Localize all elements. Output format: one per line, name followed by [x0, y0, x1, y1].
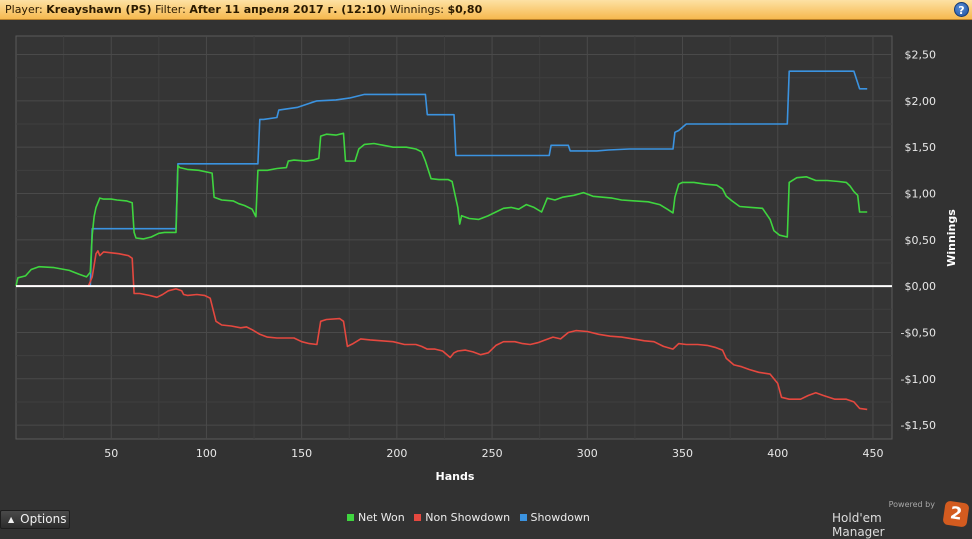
x-tick-label: 100: [196, 447, 217, 460]
legend-item-non-showdown[interactable]: Non Showdown: [414, 511, 510, 524]
options-button[interactable]: ▲ Options: [0, 510, 70, 529]
legend-swatch-showdown: [519, 514, 527, 521]
legend-label-showdown: Showdown: [530, 511, 590, 524]
winnings-value: $0,80: [447, 3, 483, 16]
brand-logo: Powered by Hold'em Manager 2: [832, 494, 972, 539]
legend-swatch-net-won: [347, 514, 354, 521]
y-tick-label: -$1,50: [901, 419, 936, 432]
y-tick-label: -$0,50: [901, 326, 936, 339]
chart-header: Player: Kreayshawn (PS) Filter: After 11…: [0, 0, 972, 20]
legend-label-net-won: Net Won: [358, 511, 405, 524]
x-tick-labels: 50 100 150 200 250 300 350 400 450: [104, 447, 883, 460]
legend-item-showdown[interactable]: Showdown: [519, 511, 590, 524]
x-tick-label: 200: [386, 447, 407, 460]
x-tick-label: 300: [577, 447, 598, 460]
powered-by-text: Powered by: [888, 500, 935, 509]
series-non-showdown: [16, 250, 868, 411]
y-tick-labels: $2,50 $2,00 $1,50 $1,00 $0,50 $0,00 -$0,50 -$1,…: [901, 49, 936, 433]
x-axis-label: Hands: [436, 470, 475, 483]
options-label: Options: [20, 512, 67, 526]
x-tick-label: 150: [291, 447, 312, 460]
y-tick-label: $2,50: [905, 49, 937, 62]
footer-bar: ▲ Options Net Won Non Showdown Showdown P…: [0, 500, 972, 539]
y-axis-label: Winnings: [945, 209, 958, 267]
caret-up-icon: ▲: [8, 515, 15, 524]
hm2-logo-icon: 2: [942, 500, 970, 528]
legend-swatch-non-showdown: [414, 514, 422, 521]
y-tick-label: $0,50: [905, 234, 937, 247]
x-tick-label: 450: [862, 447, 883, 460]
filter-value: After 11 апреля 2017 г. (12:10): [189, 3, 387, 16]
y-tick-label: $0,00: [905, 280, 937, 293]
y-tick-label: $1,00: [905, 187, 937, 200]
filter-label: Filter:: [155, 3, 186, 16]
series-group: [15, 70, 892, 411]
legend: Net Won Non Showdown Showdown: [347, 511, 596, 524]
x-tick-label: 400: [767, 447, 788, 460]
winnings-label: Winnings:: [389, 3, 444, 16]
legend-label-non-showdown: Non Showdown: [425, 511, 511, 524]
legend-item-net-won[interactable]: Net Won: [347, 511, 405, 524]
plot-area: [15, 35, 893, 440]
brand-name: Hold'em Manager: [832, 511, 885, 539]
x-tick-label: 350: [672, 447, 693, 460]
help-icon[interactable]: ?: [954, 2, 969, 17]
y-tick-label: $2,00: [905, 95, 937, 108]
player-value: Kreayshawn (PS): [46, 3, 152, 16]
series-net-won: [15, 132, 868, 287]
y-tick-label: -$1,00: [901, 373, 936, 386]
x-tick-label: 50: [104, 447, 118, 460]
x-tick-label: 250: [482, 447, 503, 460]
player-label: Player:: [5, 3, 43, 16]
y-tick-label: $1,50: [905, 141, 937, 154]
winnings-chart: $2,50 $2,00 $1,50 $1,00 $0,50 $0,00 -$0,50 -$1,…: [15, 35, 958, 483]
